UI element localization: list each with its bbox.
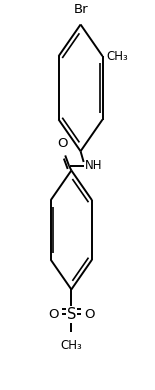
Text: NH: NH [85, 159, 103, 172]
Text: Br: Br [73, 3, 88, 16]
Text: O: O [48, 308, 59, 321]
Text: CH₃: CH₃ [106, 50, 128, 63]
Text: O: O [57, 136, 68, 150]
Text: S: S [67, 307, 76, 322]
Text: O: O [84, 308, 94, 321]
Text: CH₃: CH₃ [60, 339, 82, 353]
